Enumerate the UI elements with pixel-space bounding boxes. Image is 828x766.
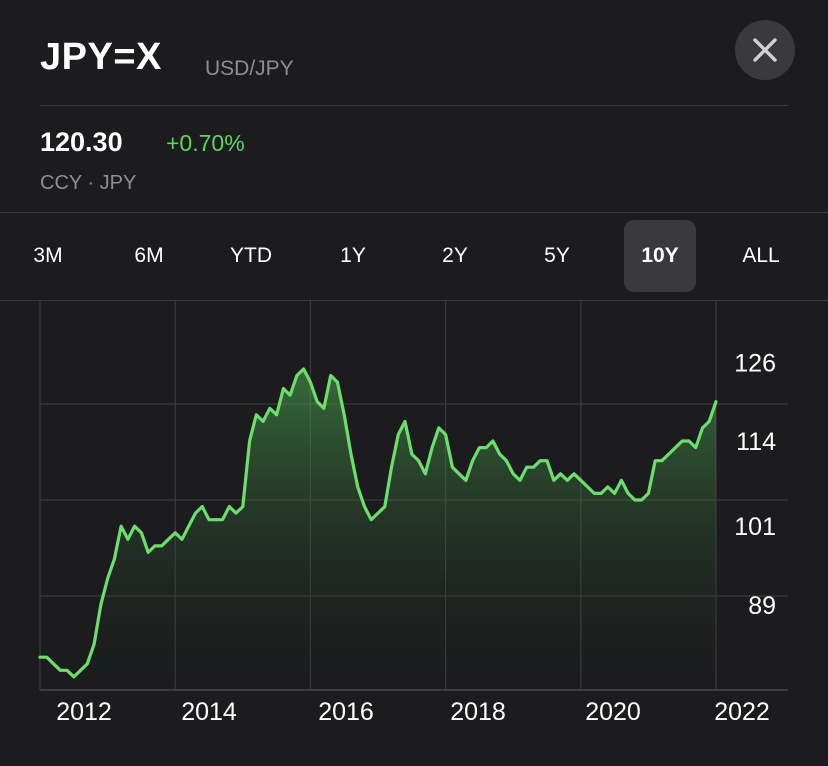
x-tick-label: 2014 xyxy=(181,698,237,726)
close-button[interactable] xyxy=(735,20,795,80)
tab-ytd[interactable]: YTD xyxy=(230,244,272,267)
tab-5y[interactable]: 5Y xyxy=(544,244,570,267)
x-axis-labels: 2012 2014 2016 2018 2020 2022 xyxy=(56,698,770,726)
x-tick-label: 2020 xyxy=(585,698,641,726)
price-value: 120.30 xyxy=(40,127,123,157)
tab-6m[interactable]: 6M xyxy=(134,244,164,267)
tab-2y[interactable]: 2Y xyxy=(442,244,468,267)
range-tabs: 3M 6M YTD 1Y 2Y 5Y 10Y ALL xyxy=(0,220,828,292)
price-area xyxy=(40,369,716,690)
chart-divider xyxy=(0,300,828,301)
header: JPY=X USD/JPY xyxy=(0,0,828,106)
tab-3m[interactable]: 3M xyxy=(33,244,63,267)
y-tick-label: 126 xyxy=(734,349,776,377)
header-divider xyxy=(40,105,788,106)
quote-divider xyxy=(0,212,828,213)
x-tick-label: 2016 xyxy=(318,698,374,726)
price-chart[interactable]: 126 114 101 89 2012 2014 2016 2018 2020 2022 xyxy=(0,300,828,766)
x-tick-label: 2022 xyxy=(714,698,770,726)
close-icon xyxy=(753,38,777,62)
y-axis-labels: 126 114 101 89 xyxy=(734,349,776,619)
x-tick-label: 2012 xyxy=(56,698,112,726)
tab-1y[interactable]: 1Y xyxy=(340,244,366,267)
tab-10y[interactable]: 10Y xyxy=(624,220,696,292)
currency-pair: USD/JPY xyxy=(205,57,294,80)
price-change: +0.70% xyxy=(166,130,245,156)
y-tick-label: 89 xyxy=(748,592,776,620)
x-tick-label: 2018 xyxy=(450,698,506,726)
price-line xyxy=(38,367,718,679)
ticker-symbol: JPY=X xyxy=(40,36,162,78)
tab-all[interactable]: ALL xyxy=(742,244,780,267)
y-tick-label: 101 xyxy=(734,513,776,541)
y-tick-label: 114 xyxy=(736,428,776,456)
currency-meta: CCY · JPY xyxy=(40,172,137,194)
